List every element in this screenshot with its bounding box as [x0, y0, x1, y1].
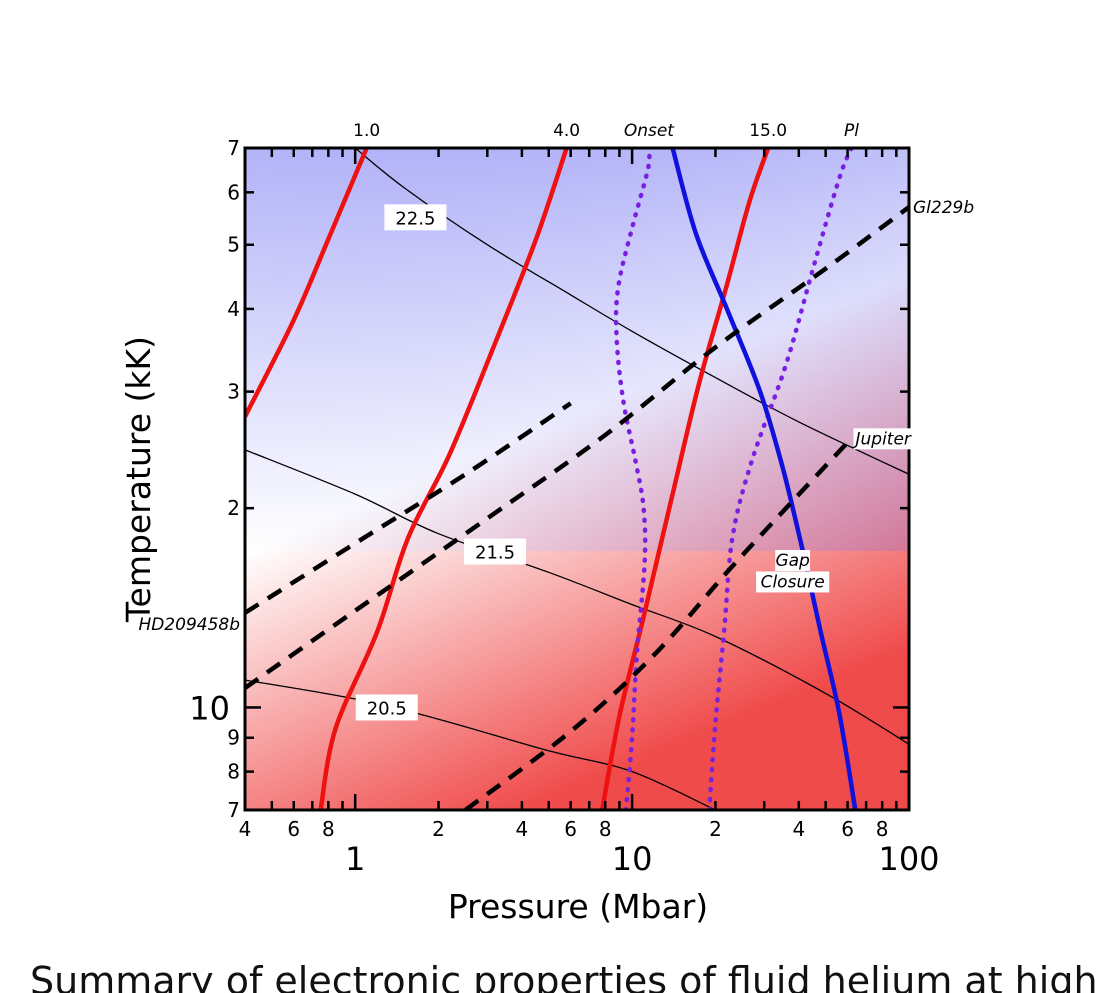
- x-minor-tick-label: 4: [792, 817, 805, 841]
- contour-label-box: [464, 538, 527, 565]
- x-minor-tick-label: 6: [841, 817, 854, 841]
- annotation-onset: Onset: [624, 121, 675, 141]
- y-minor-tick-label: 7: [227, 136, 240, 160]
- y-minor-tick-label: 7: [227, 798, 240, 822]
- series-line-4-0: [318, 148, 569, 810]
- annotation-4-0: 4.0: [553, 121, 580, 141]
- annotation-gap-bg: [775, 550, 811, 572]
- annotation-jupiter-bg: [853, 428, 927, 450]
- axis-ticks: [243, 146, 911, 812]
- y-minor-tick-label: 9: [227, 726, 240, 750]
- contour-label: 20.5: [367, 698, 407, 719]
- annotation-gap: Gap: [775, 551, 810, 571]
- annotation-closure-bg: [756, 571, 830, 593]
- annotation-gl229b-bg: [911, 197, 975, 219]
- figure-caption: Summary of electronic properties of flui…: [30, 962, 1096, 993]
- contour-labels: 22.5 21.5 20.5: [355, 204, 527, 721]
- y-minor-tick-label: 2: [227, 496, 240, 520]
- annotation-pl: Pl: [844, 121, 859, 141]
- y-major-tick-label: 10: [189, 689, 230, 727]
- x-major-tick-label: 10: [612, 840, 653, 878]
- annotation-gl229b: Gl229b: [913, 198, 974, 218]
- annotation-1-0: 1.0: [353, 121, 380, 141]
- x-axis-label: Pressure (Mbar): [448, 887, 708, 926]
- y-minor-tick-label: 6: [227, 180, 240, 204]
- series-line-hd209458b: [245, 401, 572, 615]
- y-minor-tick-label: 3: [227, 380, 240, 404]
- y-minor-tick-label: 4: [227, 297, 240, 321]
- contour-label-box: [355, 694, 418, 721]
- annotation-hd209458b: HD209458b: [138, 615, 240, 635]
- contour-label: 21.5: [475, 543, 515, 564]
- x-minor-tick-label: 4: [516, 817, 529, 841]
- x-minor-tick-label: 4: [239, 817, 252, 841]
- annotations: 1.0 4.0 Onset 15.0 Pl Gl229b Jupiter HD209458b G…: [138, 121, 975, 635]
- contour-label: 22.5: [395, 208, 435, 229]
- series-line-1-0: [245, 148, 369, 419]
- x-minor-tick-label: 6: [564, 817, 577, 841]
- x-minor-tick-label: 2: [709, 817, 722, 841]
- series-line-pl: [707, 148, 854, 810]
- contour-line-22-5: [354, 148, 909, 475]
- x-minor-tick-label: 6: [287, 817, 300, 841]
- series-line-onset: [613, 148, 652, 810]
- x-minor-tick-label: 8: [322, 817, 335, 841]
- x-minor-tick-label: 2: [432, 817, 445, 841]
- series-line-gap-closure: [670, 148, 858, 810]
- y-minor-tick-label: 5: [227, 233, 240, 257]
- annotation-15-0: 15.0: [749, 121, 787, 141]
- y-minor-tick-label: 8: [227, 760, 240, 784]
- series-lines: [245, 148, 909, 810]
- x-minor-tick-label: 8: [599, 817, 612, 841]
- contour-label-box: [384, 204, 447, 231]
- series-line-gl229b: [245, 205, 909, 690]
- x-major-tick-label: 100: [878, 840, 939, 878]
- series-line-15-0: [599, 148, 771, 810]
- x-major-tick-label: 1: [345, 840, 365, 878]
- plot-frame: [243, 146, 911, 812]
- series-line-jupiter: [464, 436, 854, 810]
- contour-line-20-5: [245, 679, 716, 810]
- annotation-jupiter: Jupiter: [853, 429, 912, 449]
- x-minor-tick-label: 8: [876, 817, 889, 841]
- annotation-closure: Closure: [761, 572, 825, 592]
- plot-background-overlay: [245, 148, 909, 551]
- y-axis-label: Temperature (kK): [119, 336, 158, 623]
- contour-lines: [245, 148, 909, 810]
- contour-line-21-5: [245, 449, 909, 745]
